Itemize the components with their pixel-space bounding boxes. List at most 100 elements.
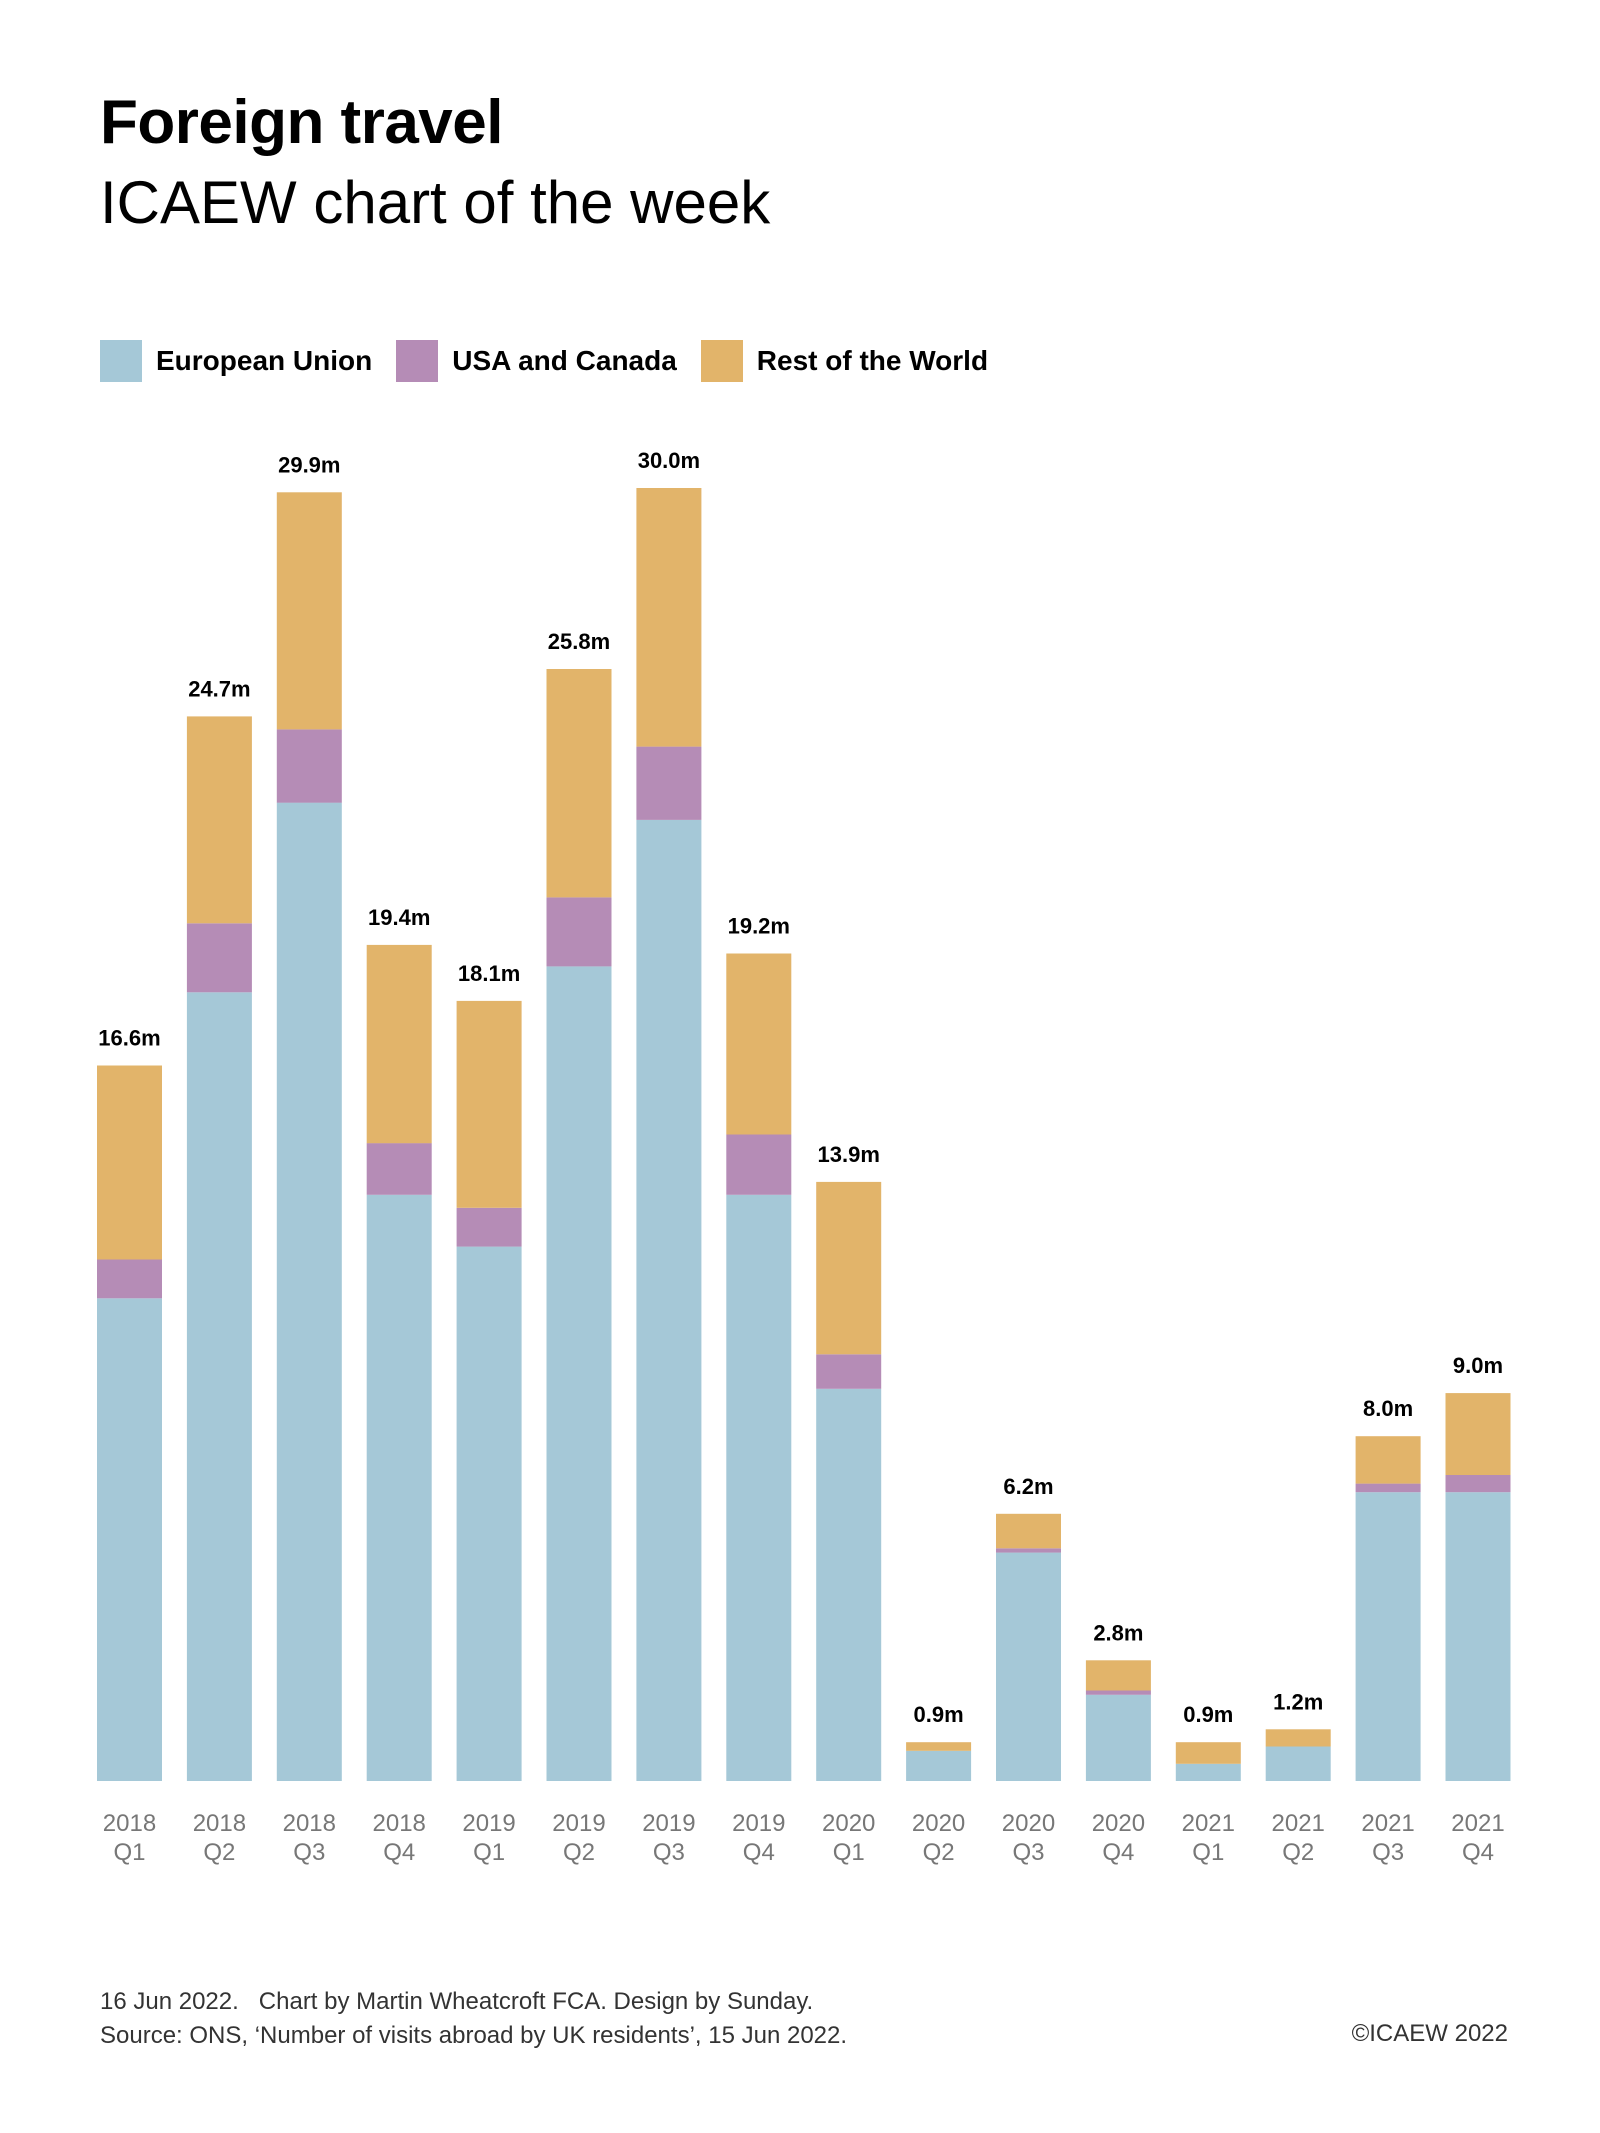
x-tick-label-quarter: Q4 [1462, 1839, 1494, 1866]
total-label: 0.9m [1183, 1702, 1233, 1727]
footer-credits: 16 Jun 2022. Chart by Martin Wheatcroft … [100, 1988, 814, 2015]
total-label: 25.8m [548, 629, 610, 654]
bar-segment-rest-of-the-world-2018-q3 [276, 492, 342, 730]
bar-segment-rest-of-the-world-2019-q1 [456, 1000, 522, 1208]
total-label: 19.4m [368, 905, 430, 930]
x-tick-label-quarter: Q1 [1192, 1839, 1224, 1866]
bar-segment-usa-and-canada-2018-q1 [97, 1259, 162, 1299]
bar-segment-rest-of-the-world-2021-q3 [1355, 1436, 1421, 1484]
total-label: 18.1m [458, 961, 520, 986]
chart-title: Foreign travel [100, 88, 504, 157]
bar-segment-european-union-2019-q3 [636, 819, 702, 1781]
bar-segment-rest-of-the-world-2018-q2 [186, 716, 252, 924]
bar-segment-european-union-2019-q2 [546, 966, 612, 1781]
bar-segment-european-union-2018-q3 [276, 802, 342, 1781]
x-tick-label-quarter: Q1 [833, 1839, 865, 1866]
footer: 16 Jun 2022. Chart by Martin Wheatcroft … [100, 1985, 847, 2053]
bar-segment-rest-of-the-world-2019-q4 [726, 953, 792, 1135]
bar-segment-european-union-2018-q4 [366, 1194, 432, 1781]
bar-segment-usa-and-canada-2019-q4 [726, 1134, 792, 1195]
total-label: 29.9m [278, 452, 340, 477]
total-label: 16.6m [98, 1026, 160, 1051]
total-label: 24.7m [188, 676, 250, 701]
bar-segment-rest-of-the-world-2021-q4 [1445, 1393, 1511, 1475]
x-axis-ticks: 2018Q12018Q22018Q32018Q42019Q12019Q22019… [103, 1810, 1505, 1866]
x-tick-label-year: 2021 [1361, 1810, 1414, 1837]
total-label: 13.9m [818, 1142, 880, 1167]
bar-segment-european-union-2021-q1 [1175, 1763, 1241, 1781]
bar-segment-usa-and-canada-2018-q3 [276, 729, 342, 803]
x-tick-label-quarter: Q2 [563, 1839, 595, 1866]
total-label: 6.2m [1003, 1474, 1053, 1499]
x-tick-label-year: 2021 [1451, 1810, 1504, 1837]
bar-segment-european-union-2020-q4 [1085, 1694, 1151, 1781]
x-tick-label-year: 2021 [1182, 1810, 1235, 1837]
bar-segment-european-union-2021-q4 [1445, 1492, 1511, 1781]
x-tick-label-quarter: Q2 [923, 1839, 955, 1866]
bar-segment-european-union-2020-q3 [996, 1552, 1061, 1781]
legend-swatch-usa-canada [396, 340, 439, 382]
x-tick-label-year: 2020 [1092, 1810, 1145, 1837]
bar-segment-rest-of-the-world-2019-q2 [546, 669, 612, 898]
x-tick-label-year: 2018 [373, 1810, 426, 1837]
x-tick-label-year: 2019 [642, 1810, 695, 1837]
x-tick-label-quarter: Q3 [1012, 1839, 1044, 1866]
bar-segment-usa-and-canada-2020-q1 [816, 1354, 882, 1389]
x-tick-label-quarter: Q3 [293, 1839, 325, 1866]
bar-segment-european-union-2021-q2 [1265, 1746, 1331, 1781]
bar-segment-usa-and-canada-2019-q1 [456, 1207, 522, 1247]
legend-swatch-european-union [100, 340, 142, 382]
x-tick-label-quarter: Q2 [1282, 1839, 1314, 1866]
bar-segment-european-union-2018-q1 [97, 1298, 162, 1781]
total-labels-group: 16.6m 24.7m 29.9m 19.4m 18.1m 25.8m 30.0m 19.2m… [98, 448, 1503, 1727]
total-label: 19.2m [728, 914, 790, 939]
bar-segment-usa-and-canada-2021-q4 [1445, 1475, 1511, 1493]
total-label: 1.2m [1273, 1689, 1323, 1714]
x-tick-label-quarter: Q3 [1372, 1839, 1404, 1866]
bar-segment-rest-of-the-world-2018-q1 [97, 1065, 162, 1260]
bar-segment-rest-of-the-world-2020-q1 [816, 1181, 882, 1355]
bar-segment-usa-and-canada-2018-q2 [186, 923, 252, 993]
copyright: ©ICAEW 2022 [1351, 2020, 1508, 2047]
bar-segment-usa-and-canada-2020-q4 [1085, 1690, 1151, 1695]
bar-segment-european-union-2020-q2 [906, 1750, 972, 1781]
x-tick-label-year: 2019 [462, 1810, 515, 1837]
x-tick-label-quarter: Q4 [743, 1839, 775, 1866]
bar-segment-usa-and-canada-2020-q3 [996, 1548, 1061, 1553]
x-tick-label-year: 2019 [732, 1810, 785, 1837]
bar-segment-european-union-2021-q3 [1355, 1492, 1421, 1781]
total-label: 2.8m [1093, 1620, 1143, 1645]
x-tick-label-quarter: Q1 [113, 1839, 145, 1866]
total-label: 30.0m [638, 448, 700, 473]
bar-segment-rest-of-the-world-2019-q3 [636, 488, 702, 747]
x-tick-label-quarter: Q1 [473, 1839, 505, 1866]
bar-segment-rest-of-the-world-2021-q2 [1265, 1729, 1331, 1747]
x-tick-label-year: 2020 [912, 1810, 965, 1837]
x-tick-label-year: 2021 [1272, 1810, 1325, 1837]
bar-segment-rest-of-the-world-2021-q1 [1175, 1742, 1241, 1764]
legend-swatch-rest-of-world [700, 340, 743, 382]
legend: European Union USA and Canada Rest of th… [100, 340, 1012, 382]
x-tick-label-year: 2018 [283, 1810, 336, 1837]
bar-segment-european-union-2018-q2 [186, 992, 252, 1781]
legend-label: USA and Canada [452, 345, 677, 376]
bar-segment-usa-and-canada-2018-q4 [366, 1143, 432, 1195]
x-tick-label-year: 2018 [193, 1810, 246, 1837]
bar-segment-european-union-2020-q1 [816, 1388, 882, 1781]
legend-item-usa-canada: USA and Canada [396, 340, 677, 382]
bar-segment-usa-and-canada-2019-q2 [546, 897, 612, 967]
legend-item-rest-of-world: Rest of the World [700, 340, 989, 382]
x-tick-label-year: 2019 [552, 1810, 605, 1837]
x-tick-label-quarter: Q4 [383, 1839, 415, 1866]
bar-segment-rest-of-the-world-2018-q4 [366, 944, 432, 1144]
legend-label: European Union [156, 345, 373, 376]
bar-segment-rest-of-the-world-2020-q2 [906, 1742, 972, 1751]
x-tick-label-quarter: Q4 [1102, 1839, 1134, 1866]
legend-label: Rest of the World [756, 345, 989, 376]
bar-segment-usa-and-canada-2019-q3 [636, 746, 702, 820]
chart-subtitle: ICAEW chart of the week [100, 169, 771, 236]
bars-group [97, 488, 1511, 1781]
legend-item-european-union: European Union [100, 340, 372, 382]
bar-segment-usa-and-canada-2021-q3 [1355, 1483, 1421, 1493]
